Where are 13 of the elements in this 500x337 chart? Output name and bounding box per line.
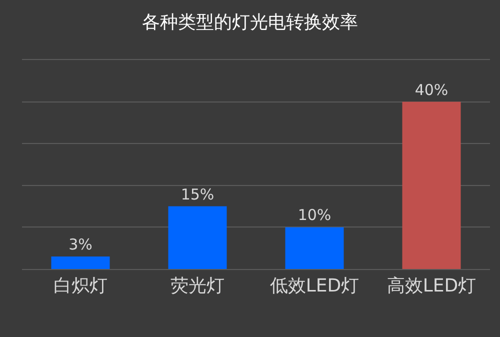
data-label: 40% bbox=[414, 80, 448, 99]
chart-title: 各种类型的灯光电转换效率 bbox=[142, 12, 358, 33]
x-tick-label: 荧光灯 bbox=[170, 276, 224, 297]
data-label: 10% bbox=[298, 206, 332, 224]
bar bbox=[402, 102, 461, 269]
bar bbox=[285, 227, 344, 269]
data-label: 15% bbox=[180, 185, 214, 204]
bar bbox=[168, 206, 227, 269]
x-tick-label: 高效LED灯 bbox=[386, 276, 476, 297]
x-tick-label: 低效LED灯 bbox=[270, 276, 360, 297]
data-label: 3% bbox=[68, 235, 92, 254]
bar bbox=[51, 256, 110, 269]
x-tick-label: 白炽灯 bbox=[54, 276, 108, 297]
